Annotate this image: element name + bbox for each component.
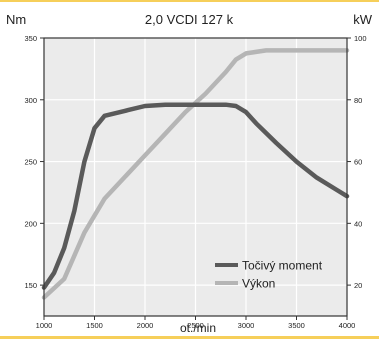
- y-right-tick-label: 20: [354, 281, 362, 290]
- right-unit-label: kW: [353, 12, 373, 27]
- axis-ticks: 1000 1500 2000 2500 3000 3500 4000 150 200 250 300…: [24, 34, 366, 330]
- x-tick-label: 2000: [137, 321, 154, 330]
- y-right-tick-label: 40: [354, 219, 362, 228]
- y-right-tick-label: 60: [354, 158, 362, 167]
- torque-series-line: [41, 102, 350, 290]
- x-tick-label: 3000: [238, 321, 255, 330]
- x-tick-label: 2500: [187, 321, 204, 330]
- top-accent-bar: [0, 0, 379, 2]
- y-right-tick-label: 80: [354, 96, 362, 105]
- series-lines: [41, 48, 350, 300]
- plot-frame: [43, 37, 348, 317]
- y-left-tick-label: 350: [24, 34, 37, 43]
- legend-label-torque: Točivý moment: [242, 259, 323, 273]
- x-tick-label: 1500: [86, 321, 103, 330]
- y-left-tick-label: 300: [24, 96, 37, 105]
- legend: Točivý moment Výkon: [215, 259, 323, 291]
- left-unit-label: Nm: [6, 12, 26, 27]
- bottom-accent-bar: [0, 336, 379, 339]
- x-tick-label: 3500: [288, 321, 305, 330]
- y-left-tick-label: 250: [24, 158, 37, 167]
- chart-title: 2,0 VCDI 127 k: [145, 12, 234, 27]
- legend-label-power: Výkon: [242, 277, 275, 291]
- y-right-tick-label: 100: [354, 34, 367, 43]
- x-tick-label: 4000: [339, 321, 356, 330]
- x-axis-title: ot./min: [180, 321, 216, 335]
- power-series-line: [41, 48, 350, 300]
- y-left-tick-label: 200: [24, 219, 37, 228]
- x-tick-label: 1000: [36, 321, 53, 330]
- y-left-tick-label: 150: [24, 281, 37, 290]
